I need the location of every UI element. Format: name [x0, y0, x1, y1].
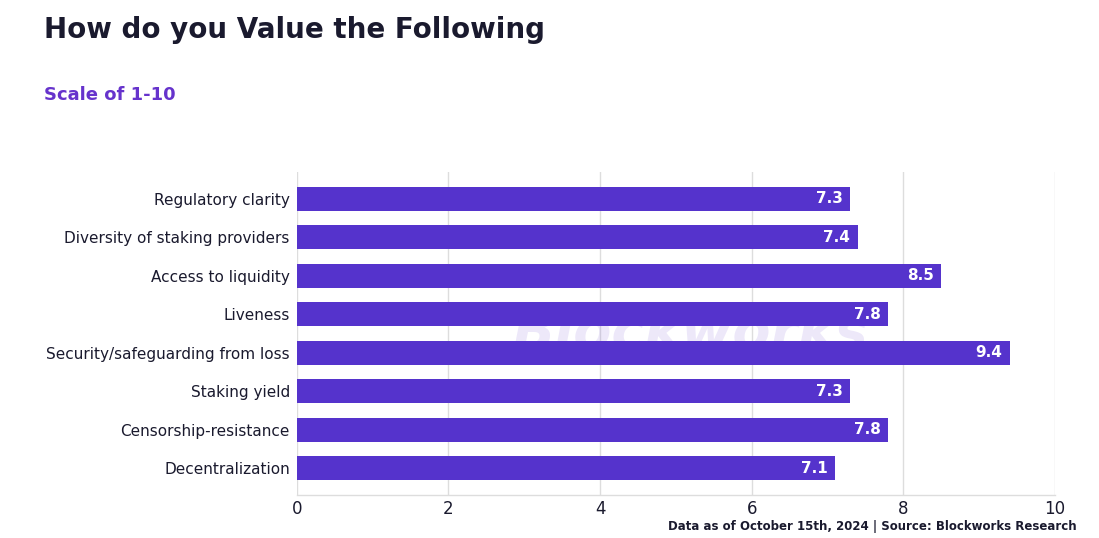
- Bar: [297, 225, 858, 249]
- Bar: [297, 418, 888, 442]
- Bar: [297, 187, 851, 211]
- Text: Scale of 1-10: Scale of 1-10: [44, 86, 176, 104]
- Text: 7.4: 7.4: [823, 230, 851, 245]
- Bar: [297, 341, 1010, 365]
- Text: Research: Research: [801, 341, 930, 365]
- Bar: [297, 379, 851, 404]
- Text: 7.1: 7.1: [801, 461, 828, 476]
- Text: 7.8: 7.8: [854, 422, 880, 437]
- Text: 8.5: 8.5: [907, 268, 934, 284]
- Text: How do you Value the Following: How do you Value the Following: [44, 16, 545, 44]
- Text: Data as of October 15th, 2024 | Source: Blockworks Research: Data as of October 15th, 2024 | Source: …: [668, 520, 1077, 533]
- Text: 9.4: 9.4: [975, 345, 1002, 360]
- Text: 7.3: 7.3: [815, 192, 843, 206]
- Bar: [297, 302, 888, 326]
- Text: 7.3: 7.3: [815, 384, 843, 399]
- Text: 7.8: 7.8: [854, 307, 880, 322]
- Text: Blockworks: Blockworks: [513, 307, 869, 360]
- Bar: [297, 264, 941, 288]
- Bar: [297, 456, 835, 480]
